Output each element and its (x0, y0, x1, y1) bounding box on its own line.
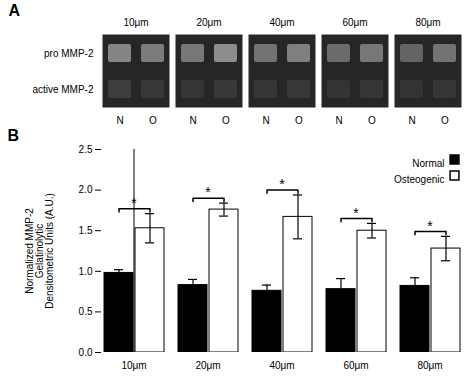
svg-text:20μm: 20μm (195, 360, 220, 371)
svg-text:O: O (441, 115, 449, 125)
svg-text:2.5: 2.5 (79, 144, 93, 155)
svg-text:*: * (279, 176, 285, 192)
svg-text:0.0: 0.0 (79, 347, 93, 358)
svg-text:*: * (353, 205, 359, 221)
svg-text:1.5: 1.5 (79, 225, 93, 236)
svg-text:Normal: Normal (412, 158, 444, 169)
svg-text:0.5: 0.5 (79, 306, 93, 317)
svg-text:60μm: 60μm (342, 17, 367, 28)
svg-text:O: O (295, 115, 303, 125)
svg-text:Osteogenic: Osteogenic (394, 174, 445, 185)
svg-text:O: O (149, 115, 157, 125)
svg-text:pro MMP-2: pro MMP-2 (44, 48, 94, 59)
svg-text:20μm: 20μm (196, 17, 221, 28)
svg-text:60μm: 60μm (343, 360, 368, 371)
svg-text:*: * (427, 218, 433, 234)
svg-text:40μm: 40μm (269, 17, 294, 28)
svg-text:80μm: 80μm (417, 360, 442, 371)
svg-text:A: A (9, 2, 21, 19)
svg-text:Normalized MMP-2GelatinolyticD: Normalized MMP-2GelatinolyticDensitometr… (24, 193, 55, 309)
svg-text:N: N (116, 115, 123, 125)
svg-text:1.0: 1.0 (79, 266, 93, 277)
svg-text:*: * (205, 184, 211, 200)
svg-text:40μm: 40μm (269, 360, 294, 371)
svg-text:10μm: 10μm (121, 360, 146, 371)
svg-text:10μm: 10μm (123, 17, 148, 28)
svg-text:O: O (368, 115, 376, 125)
svg-text:N: N (262, 115, 269, 125)
svg-text:80μm: 80μm (415, 17, 440, 28)
svg-text:O: O (222, 115, 230, 125)
svg-text:N: N (408, 115, 415, 125)
svg-text:active MMP-2: active MMP-2 (32, 84, 94, 95)
svg-text:N: N (189, 115, 196, 125)
svg-text:2.0: 2.0 (79, 184, 93, 195)
svg-text:B: B (8, 127, 20, 144)
svg-text:N: N (335, 115, 342, 125)
